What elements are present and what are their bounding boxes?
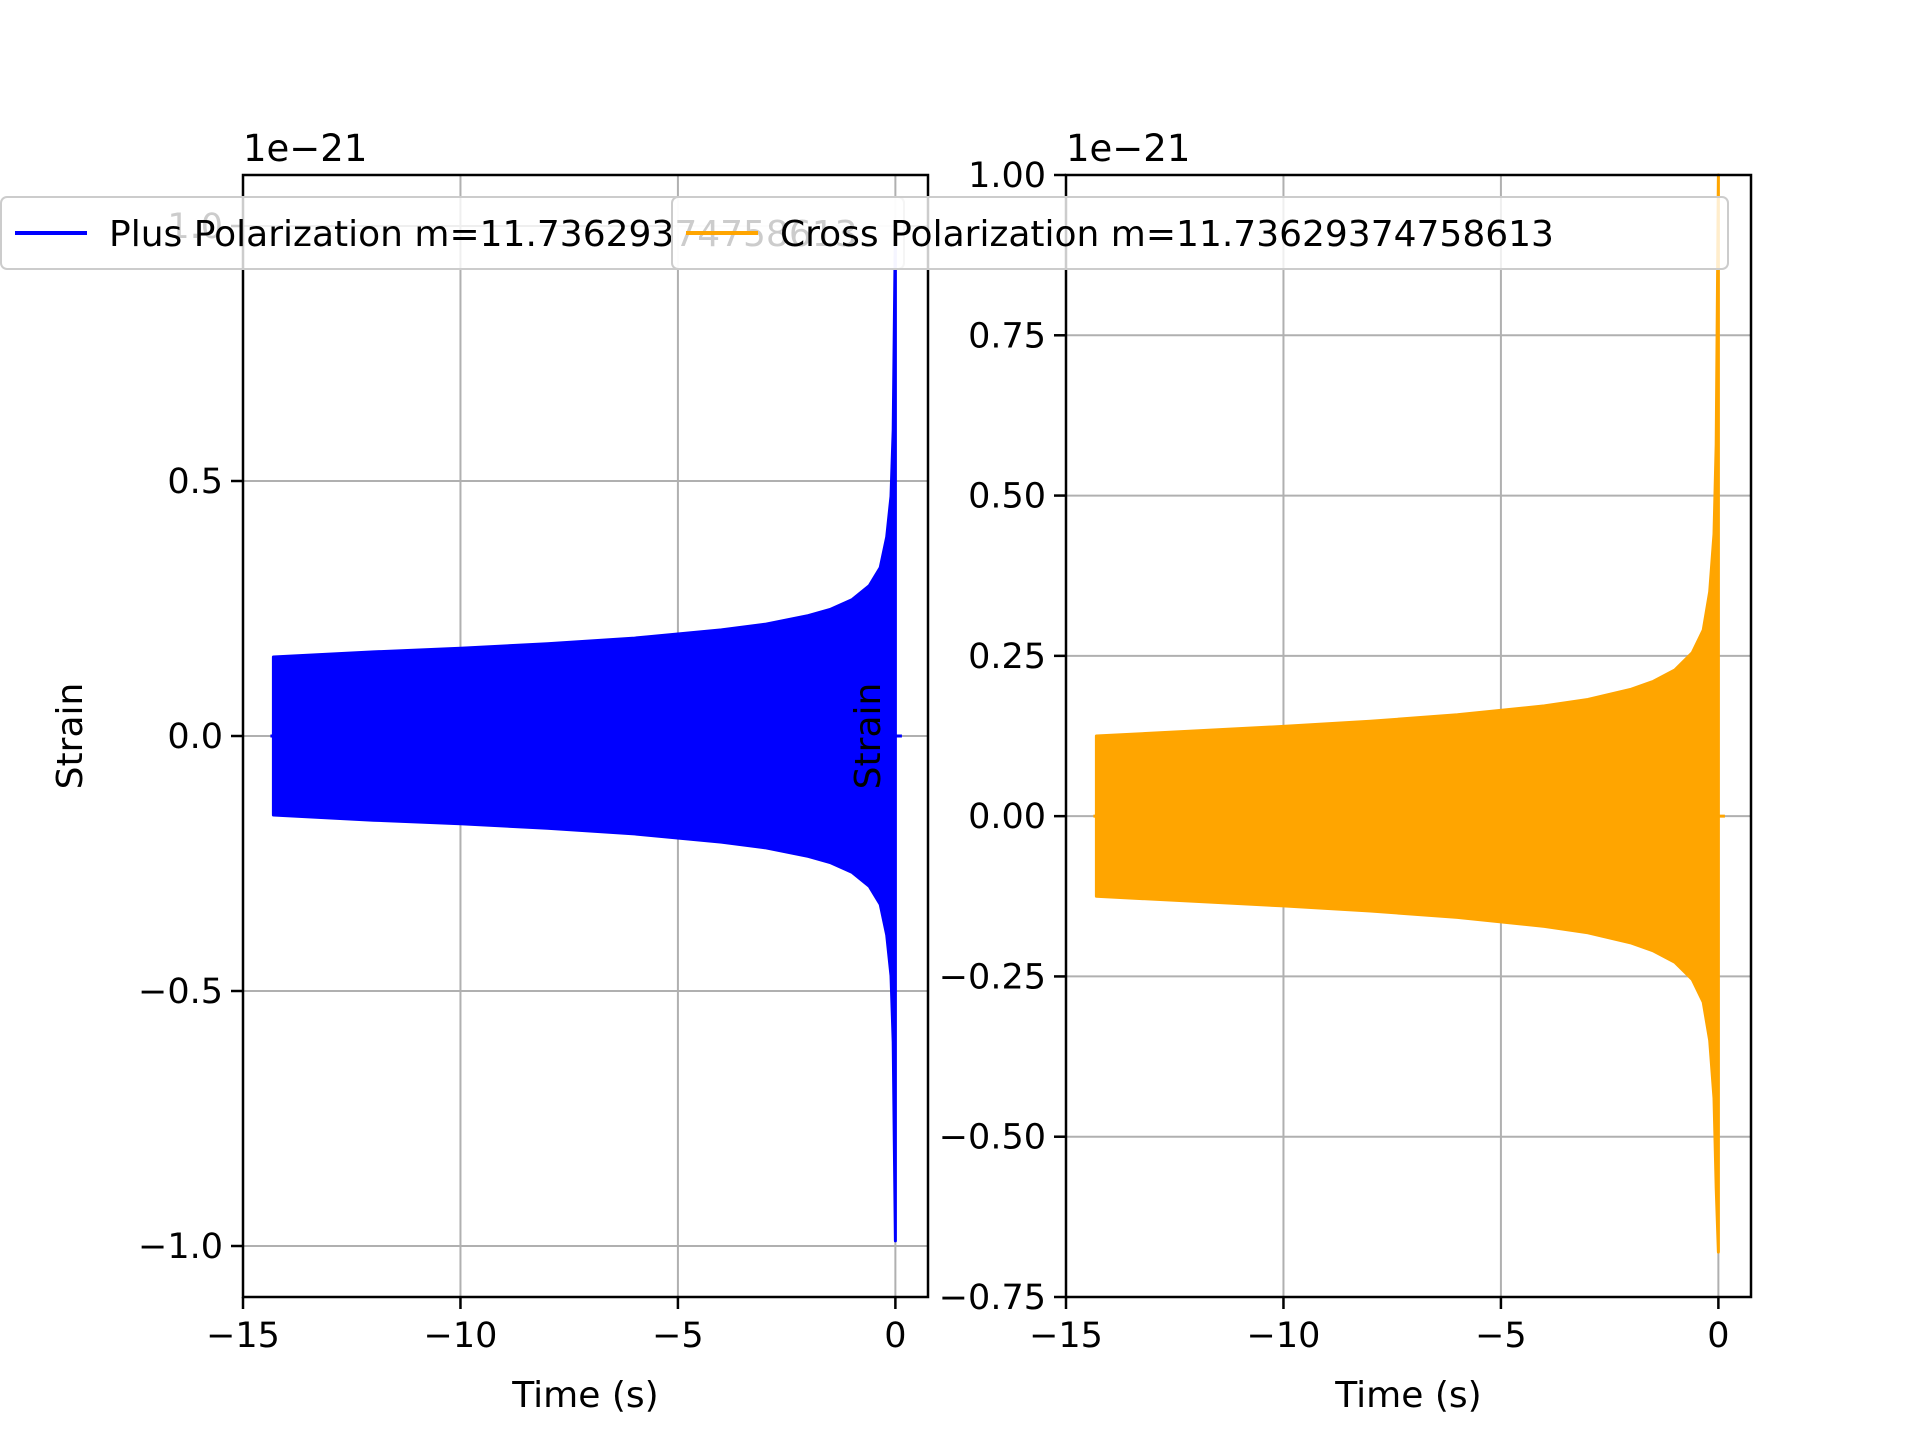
cross-polarization-plot: −15 −10 −5 0 −0.75 −0.50 −0.25 0.00 0.25 0.50 0.75… bbox=[671, 127, 1753, 1416]
y-tick-label: 0.00 bbox=[968, 797, 1046, 837]
y-tick-label: −1.0 bbox=[138, 1227, 223, 1267]
y-tick-label: 0.0 bbox=[167, 717, 223, 757]
x-axis-label: Time (s) bbox=[1334, 1375, 1481, 1416]
x-tick-label: 0 bbox=[1707, 1316, 1729, 1356]
legend-label: Cross Polarization m=11.73629374758613 bbox=[780, 214, 1554, 255]
x-tick-label: −10 bbox=[424, 1316, 498, 1356]
y-tick-label: 0.5 bbox=[167, 462, 223, 502]
y-tick-label: 0.75 bbox=[968, 316, 1046, 356]
waveform-series-0 bbox=[1094, 173, 1720, 1254]
y-axis-label: Strain bbox=[50, 683, 91, 790]
x-tick-label: −15 bbox=[1029, 1316, 1103, 1356]
axes-frame bbox=[1064, 173, 1753, 1299]
waveform-series-0 bbox=[271, 224, 897, 1243]
x-tick-label: −5 bbox=[1475, 1316, 1527, 1356]
x-tick-label: −10 bbox=[1247, 1316, 1321, 1356]
y-tick-label: 1.00 bbox=[968, 156, 1046, 196]
y-tick-label: −0.25 bbox=[939, 957, 1046, 997]
y-tick-label: 0.25 bbox=[968, 637, 1046, 677]
x-tick-label: −15 bbox=[206, 1316, 280, 1356]
y-offset-label: 1e−21 bbox=[243, 127, 367, 170]
y-tick-label: −0.5 bbox=[138, 972, 223, 1012]
y-tick-label: 0.50 bbox=[968, 477, 1046, 517]
y-offset-label: 1e−21 bbox=[1066, 127, 1190, 170]
x-tick-label: −5 bbox=[652, 1316, 704, 1356]
y-tick-label: −0.75 bbox=[939, 1278, 1046, 1318]
x-axis-label: Time (s) bbox=[511, 1375, 658, 1416]
y-tick-label: −0.50 bbox=[939, 1118, 1046, 1158]
legend: Cross Polarization m=11.73629374758613 bbox=[671, 196, 1729, 270]
y-axis-label: Strain bbox=[848, 683, 889, 790]
x-tick-label: 0 bbox=[884, 1316, 906, 1356]
legend-box bbox=[671, 196, 1729, 270]
